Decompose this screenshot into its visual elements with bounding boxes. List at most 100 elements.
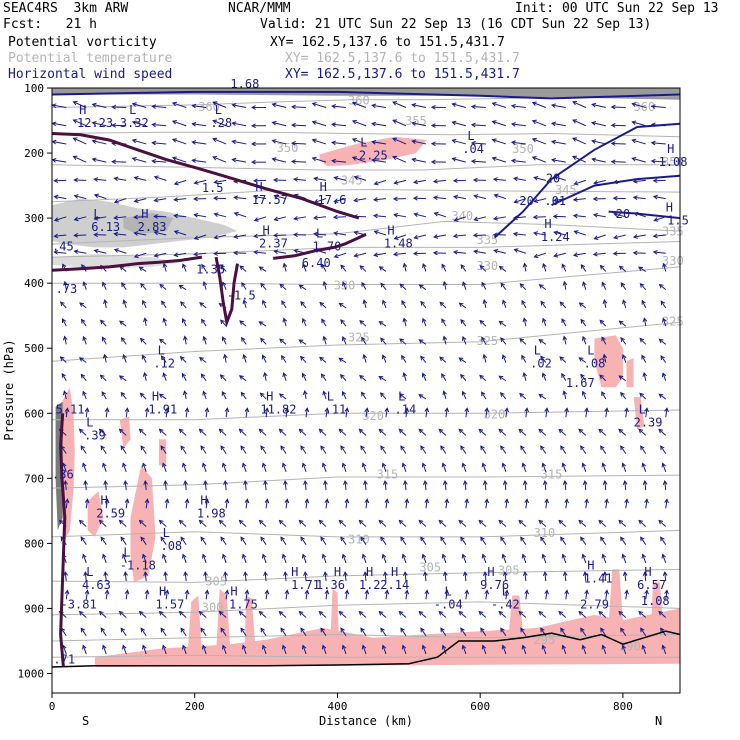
wind-arrowhead-123 bbox=[631, 156, 637, 162]
wind-arrowhead-720 bbox=[178, 519, 184, 525]
wind-arrow-310 bbox=[64, 281, 67, 290]
wind-arrowhead-15 bbox=[331, 104, 336, 109]
wind-arrowhead-953 bbox=[501, 644, 507, 650]
wind-arrow-331 bbox=[481, 282, 487, 290]
wind-arrowhead-524 bbox=[601, 391, 606, 397]
wind-arrowhead-224 bbox=[173, 230, 179, 235]
theta-line-290 bbox=[51, 654, 680, 658]
wind-arrow-426 bbox=[519, 338, 527, 345]
wind-arrow-863 bbox=[585, 590, 588, 600]
wind-arrow-431 bbox=[620, 337, 627, 345]
y-tick-label-500: 500 bbox=[24, 342, 44, 355]
wind-arrow-960 bbox=[662, 645, 667, 655]
wind-arrow-413 bbox=[260, 338, 267, 345]
wind-arrowhead-735 bbox=[478, 519, 484, 525]
wind-arrowhead-749 bbox=[140, 536, 145, 542]
wind-arrow-437 bbox=[123, 354, 127, 363]
wind-arrow-118 bbox=[551, 159, 566, 163]
wind-arrowhead-227 bbox=[233, 234, 239, 239]
wind-arrow-869 bbox=[79, 611, 87, 618]
wind-arrowhead-702 bbox=[444, 498, 450, 504]
wind-arrowhead-846 bbox=[224, 589, 230, 595]
wind-arrow-521 bbox=[563, 391, 567, 400]
x-tick-label-200: 200 bbox=[185, 700, 205, 713]
wind-arrowhead-655 bbox=[123, 480, 128, 485]
wind-arrow-683 bbox=[85, 499, 89, 509]
wind-arrow-339 bbox=[640, 283, 647, 291]
wind-arrow-443 bbox=[243, 354, 247, 363]
wind-arrowhead-45 bbox=[311, 120, 317, 125]
wind-arrowhead-936 bbox=[162, 644, 167, 650]
wind-arrowhead-672 bbox=[462, 480, 468, 485]
wind-arrow-82 bbox=[452, 139, 467, 145]
wind-arrowhead-746 bbox=[80, 536, 86, 542]
wind-arrowhead-10 bbox=[231, 103, 237, 108]
wind-arrowhead-309 bbox=[638, 266, 643, 271]
wind-arrow-813 bbox=[204, 572, 207, 582]
wind-arrow-496 bbox=[63, 391, 67, 400]
wind-arrowhead-571 bbox=[298, 428, 304, 434]
wind-arrowhead-82 bbox=[430, 141, 436, 147]
wind-arrowhead-393 bbox=[460, 318, 465, 324]
wind-arrow-831 bbox=[564, 572, 567, 582]
wind-arrowhead-588 bbox=[638, 428, 644, 434]
wind-arrowhead-619 bbox=[640, 445, 645, 451]
wind-arrowhead-284 bbox=[138, 266, 144, 271]
wind-arrow-841 bbox=[145, 590, 148, 600]
wind-arrowhead-217 bbox=[653, 217, 659, 222]
wind-arrow-250 bbox=[94, 249, 107, 254]
wind-arrowhead-604 bbox=[340, 445, 345, 451]
wind-arrow-849 bbox=[305, 590, 308, 600]
wind-arrowhead-490 bbox=[541, 372, 547, 378]
wind-arrow-516 bbox=[462, 391, 467, 400]
wind-arrowhead-733 bbox=[438, 519, 444, 525]
pv-fill-mid-left2 bbox=[87, 491, 104, 537]
wind-arrowhead-848 bbox=[264, 589, 270, 595]
wind-arrow-58 bbox=[592, 122, 606, 127]
wind-arrow-44 bbox=[312, 121, 327, 127]
wind-arrow-20 bbox=[452, 103, 467, 108]
wind-arrowhead-942 bbox=[281, 644, 287, 650]
wind-arrow-593 bbox=[140, 445, 147, 454]
wind-arrow-806 bbox=[64, 572, 67, 582]
wind-arrowhead-173 bbox=[392, 196, 398, 202]
wind-arrowhead-860 bbox=[504, 589, 510, 595]
wind-arrowhead-101 bbox=[191, 158, 197, 164]
wind-arrow-249 bbox=[74, 250, 87, 254]
wind-arrowhead-693 bbox=[264, 498, 270, 504]
wind-arrow-157 bbox=[94, 194, 107, 200]
wind-arrowhead-371 bbox=[641, 299, 646, 305]
wind-arrow-587 bbox=[638, 428, 647, 436]
wind-arrow-87 bbox=[551, 141, 566, 145]
wind-arrow-741 bbox=[618, 520, 627, 527]
wind-arrow-616 bbox=[600, 445, 607, 454]
wind-arrow-947 bbox=[402, 645, 407, 655]
wind-arrow-460 bbox=[579, 357, 587, 363]
wind-arrow-158 bbox=[114, 198, 127, 203]
wind-arrowhead-632 bbox=[281, 462, 287, 468]
wind-arrow-45 bbox=[332, 123, 347, 127]
wind-arrow-764 bbox=[460, 536, 467, 545]
wind-arrowhead-190 bbox=[113, 215, 119, 221]
wind-arrow-159 bbox=[134, 198, 147, 202]
wind-arrow-667 bbox=[384, 481, 387, 491]
wind-arrow-680 bbox=[644, 481, 647, 491]
wind-arrow-350 bbox=[243, 300, 247, 309]
wind-arrow-539 bbox=[305, 408, 308, 418]
wind-arrow-565 bbox=[199, 428, 207, 436]
wind-arrow-793 bbox=[422, 554, 427, 564]
wind-arrow-862 bbox=[565, 590, 568, 600]
wind-arrow-71 bbox=[232, 140, 247, 145]
wind-arrow-113 bbox=[452, 158, 467, 163]
wind-arrowhead-807 bbox=[63, 571, 69, 577]
wind-arrowhead-285 bbox=[162, 262, 168, 268]
wind-arrowhead-579 bbox=[458, 428, 464, 434]
wind-arrowhead-429 bbox=[562, 335, 568, 341]
wind-arrow-624 bbox=[142, 463, 147, 472]
wind-arrowhead-885 bbox=[378, 610, 384, 616]
wind-arrowhead-960 bbox=[641, 644, 647, 650]
wind-arrow-805 bbox=[662, 554, 667, 564]
theta-label-305-2: 305 bbox=[498, 564, 520, 578]
wind-arrowhead-747 bbox=[100, 536, 105, 542]
wind-arrowhead-544 bbox=[384, 407, 390, 413]
